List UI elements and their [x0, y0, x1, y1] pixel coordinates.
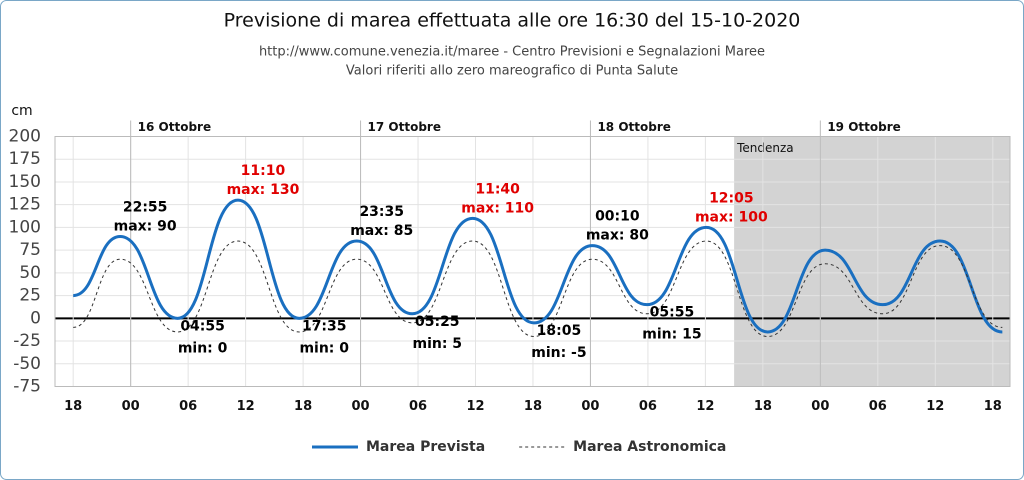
extreme-value: max: 90	[114, 219, 177, 235]
extreme-time: 05:25	[415, 314, 460, 330]
extreme-time: 17:35	[302, 318, 347, 334]
x-tick-label: 00	[352, 399, 370, 414]
extreme-time: 23:35	[359, 204, 404, 220]
shade-label: Tendenza	[736, 141, 794, 155]
extreme-time: 18:05	[537, 323, 582, 339]
x-tick-label: 06	[639, 399, 657, 414]
y-tick-label: 0	[30, 308, 41, 328]
x-tick-label: 06	[409, 399, 427, 414]
x-tick-label: 18	[64, 399, 82, 414]
extreme-value: min: 5	[412, 336, 462, 352]
extreme-value: max: 110	[461, 200, 534, 216]
chart-title: Previsione di marea effettuata alle ore …	[224, 10, 801, 32]
x-tick-label: 18	[754, 399, 772, 414]
y-tick-label: 200	[9, 127, 41, 147]
extreme-time: 11:40	[475, 181, 520, 197]
extreme-time: 04:55	[180, 318, 225, 334]
extreme-time: 11:10	[241, 163, 286, 179]
x-tick-label: 00	[581, 399, 599, 414]
y-tick-label: -75	[13, 377, 41, 397]
x-tick-label: 00	[122, 399, 140, 414]
legend-label: Marea Astronomica	[573, 439, 726, 455]
x-tick-label: 00	[811, 399, 829, 414]
legend-label: Marea Prevista	[366, 439, 485, 455]
extreme-value: max: 85	[350, 223, 413, 239]
y-tick-label: 125	[9, 195, 41, 215]
extreme-time: 12:05	[709, 190, 754, 206]
x-tick-label: 12	[926, 399, 944, 414]
day-label: 17 Ottobre	[368, 120, 441, 134]
y-tick-label: -50	[13, 354, 41, 374]
day-label: 19 Ottobre	[827, 120, 900, 134]
y-tick-label: 175	[9, 149, 41, 169]
x-tick-label: 12	[466, 399, 484, 414]
extreme-time: 00:10	[595, 209, 640, 225]
extreme-value: min: 0	[299, 340, 349, 356]
extreme-value: min: -5	[531, 345, 586, 361]
day-label: 16 Ottobre	[138, 120, 211, 134]
y-tick-label: 150	[9, 172, 41, 192]
plot-border	[54, 136, 1011, 387]
x-tick-label: 12	[696, 399, 714, 414]
extreme-value: max: 130	[227, 182, 300, 198]
y-tick-label: 50	[19, 263, 41, 283]
y-axis-label: cm	[11, 103, 32, 119]
x-tick-label: 18	[294, 399, 312, 414]
x-tick-label: 18	[524, 399, 542, 414]
extreme-value: max: 100	[695, 209, 768, 225]
extreme-time: 05:55	[650, 305, 695, 321]
subtitle: Valori riferiti allo zero mareografico d…	[346, 64, 678, 79]
subtitle: http://www.comune.venezia.it/maree - Cen…	[259, 45, 765, 60]
extreme-value: min: 15	[642, 327, 701, 343]
y-tick-label: 75	[19, 240, 41, 260]
y-tick-label: 25	[19, 286, 41, 306]
y-tick-label: 100	[9, 217, 41, 237]
x-tick-label: 18	[984, 399, 1002, 414]
day-label: 18 Ottobre	[597, 120, 670, 134]
forecast-shade	[734, 136, 1010, 387]
y-tick-label: -25	[13, 331, 41, 351]
x-tick-label: 12	[237, 399, 255, 414]
extreme-value: min: 0	[178, 340, 228, 356]
x-tick-label: 06	[869, 399, 887, 414]
tide-line	[72, 198, 1003, 334]
x-tick-label: 06	[179, 399, 197, 414]
extreme-time: 22:55	[123, 200, 168, 216]
tide-line	[73, 240, 1003, 338]
extreme-value: max: 80	[586, 228, 649, 244]
